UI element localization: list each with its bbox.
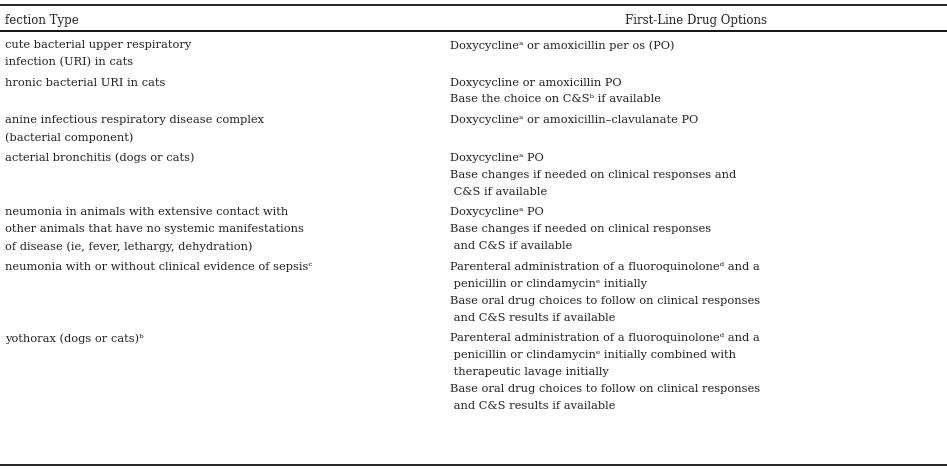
Text: (bacterial component): (bacterial component) [5, 132, 134, 142]
Text: and C&S results if available: and C&S results if available [450, 313, 616, 322]
Text: infection (URI) in cats: infection (URI) in cats [5, 57, 133, 67]
Text: cute bacterial upper respiratory: cute bacterial upper respiratory [5, 40, 191, 50]
Text: penicillin or clindamycinᵉ initially: penicillin or clindamycinᵉ initially [450, 279, 647, 289]
Text: First-Line Drug Options: First-Line Drug Options [625, 14, 767, 27]
Text: neumonia with or without clinical evidence of sepsisᶜ: neumonia with or without clinical eviden… [5, 262, 313, 272]
Text: Base oral drug choices to follow on clinical responses: Base oral drug choices to follow on clin… [450, 296, 759, 306]
Text: of disease (ie, fever, lethargy, dehydration): of disease (ie, fever, lethargy, dehydra… [5, 241, 252, 251]
Text: Base the choice on C&Sᵇ if available: Base the choice on C&Sᵇ if available [450, 94, 661, 104]
Text: therapeutic lavage initially: therapeutic lavage initially [450, 367, 609, 377]
Text: Base changes if needed on clinical responses and: Base changes if needed on clinical respo… [450, 170, 736, 180]
Text: neumonia in animals with extensive contact with: neumonia in animals with extensive conta… [5, 207, 288, 217]
Text: and C&S if available: and C&S if available [450, 241, 572, 251]
Text: other animals that have no systemic manifestations: other animals that have no systemic mani… [5, 224, 304, 234]
Text: Doxycyclineᵃ PO: Doxycyclineᵃ PO [450, 207, 544, 217]
Text: and C&S results if available: and C&S results if available [450, 401, 616, 411]
Text: Doxycyclineᵃ or amoxicillin–clavulanate PO: Doxycyclineᵃ or amoxicillin–clavulanate … [450, 115, 698, 125]
Text: Parenteral administration of a fluoroquinoloneᵈ and a: Parenteral administration of a fluoroqui… [450, 333, 759, 343]
Text: Doxycycline or amoxicillin PO: Doxycycline or amoxicillin PO [450, 78, 621, 87]
Text: Doxycyclineᵃ or amoxicillin per os (PO): Doxycyclineᵃ or amoxicillin per os (PO) [450, 40, 674, 50]
Text: fection Type: fection Type [5, 14, 79, 27]
Text: anine infectious respiratory disease complex: anine infectious respiratory disease com… [5, 115, 263, 125]
Text: Parenteral administration of a fluoroquinoloneᵈ and a: Parenteral administration of a fluoroqui… [450, 262, 759, 272]
Text: penicillin or clindamycinᵉ initially combined with: penicillin or clindamycinᵉ initially com… [450, 350, 736, 360]
Text: Base oral drug choices to follow on clinical responses: Base oral drug choices to follow on clin… [450, 384, 759, 394]
Text: Base changes if needed on clinical responses: Base changes if needed on clinical respo… [450, 224, 711, 234]
Text: yothorax (dogs or cats)ᵇ: yothorax (dogs or cats)ᵇ [5, 333, 144, 344]
Text: acterial bronchitis (dogs or cats): acterial bronchitis (dogs or cats) [5, 153, 194, 163]
Text: C&S if available: C&S if available [450, 187, 547, 196]
Text: Doxycyclineᵃ PO: Doxycyclineᵃ PO [450, 153, 544, 163]
Text: hronic bacterial URI in cats: hronic bacterial URI in cats [5, 78, 165, 87]
